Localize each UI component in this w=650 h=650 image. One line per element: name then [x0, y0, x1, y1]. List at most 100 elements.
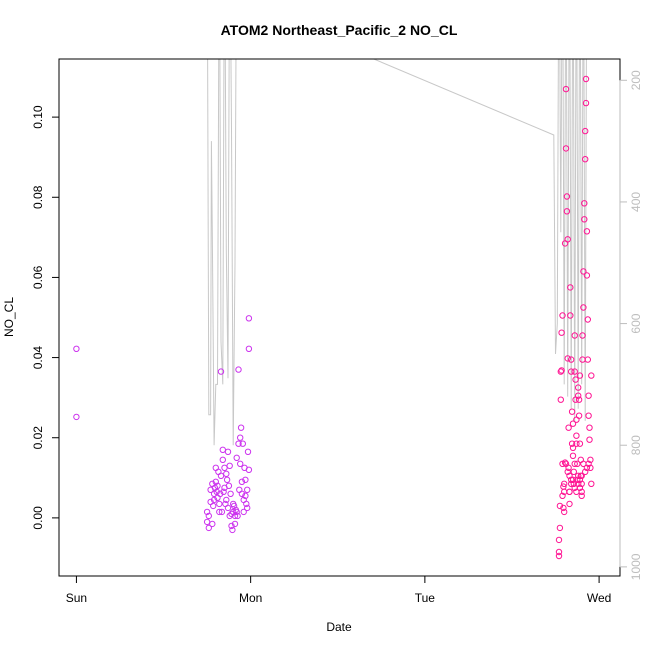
x-axis-label: Date — [326, 620, 352, 634]
data-point — [585, 392, 592, 399]
data-point — [229, 526, 236, 534]
data-point — [561, 480, 568, 487]
data-point — [209, 520, 216, 528]
data-point — [576, 440, 584, 447]
data-point — [217, 368, 225, 375]
data-point — [211, 484, 219, 491]
data-point — [575, 392, 582, 399]
data-point — [568, 476, 575, 483]
data-point — [561, 508, 568, 516]
data-point — [212, 478, 220, 485]
data-point — [220, 488, 227, 495]
data-point — [586, 436, 593, 443]
data-point — [232, 506, 240, 514]
data-point — [584, 316, 591, 323]
data-point — [569, 476, 577, 483]
data-point — [562, 85, 570, 93]
data-point — [558, 329, 565, 336]
data-point — [565, 424, 572, 431]
data-point — [203, 518, 211, 526]
data-point — [73, 413, 80, 421]
data-point — [226, 462, 233, 469]
chart-title: ATOM2 Northeast_Pacific_2 NO_CL — [221, 22, 458, 38]
data-point — [559, 492, 566, 499]
data-point — [230, 502, 238, 510]
data-point — [562, 145, 570, 152]
data-point — [582, 156, 589, 163]
data-point — [233, 454, 240, 461]
data-point — [219, 456, 227, 463]
data-point — [563, 193, 571, 200]
data-point — [567, 284, 574, 291]
data-point — [567, 312, 574, 319]
y2-tick-label: 200 — [629, 70, 643, 90]
data-point — [573, 488, 580, 495]
data-point — [205, 512, 213, 520]
data-point — [242, 476, 249, 483]
x-tick-label: Mon — [239, 591, 262, 605]
data-point — [575, 384, 582, 391]
data-point — [215, 468, 222, 475]
data-point — [556, 502, 564, 510]
data-point — [582, 468, 589, 475]
data-point — [571, 460, 578, 467]
data-point — [203, 508, 211, 516]
y2-tick-label: 1000 — [629, 553, 643, 580]
data-point — [237, 424, 245, 431]
data-point — [242, 492, 249, 499]
y-tick-label: 0.06 — [31, 265, 45, 289]
y2-tick-label: 600 — [629, 313, 643, 333]
data-point — [234, 512, 241, 520]
data-point — [231, 520, 239, 528]
data-point — [564, 355, 571, 362]
data-point — [216, 500, 223, 508]
data-point — [581, 216, 588, 223]
data-point — [588, 372, 595, 379]
data-point — [563, 208, 571, 215]
data-point — [584, 356, 591, 363]
data-point — [223, 496, 230, 504]
data-point — [575, 412, 583, 419]
data-point — [571, 332, 578, 339]
data-point — [569, 420, 577, 427]
data-point — [227, 490, 234, 497]
data-point — [237, 434, 244, 441]
data-point — [559, 312, 566, 319]
data-point — [228, 522, 235, 530]
data-point — [587, 456, 594, 463]
data-point — [218, 508, 226, 516]
data-point — [588, 480, 595, 487]
data-point — [579, 332, 586, 339]
data-point — [238, 478, 246, 485]
data-point — [574, 476, 581, 483]
data-point — [572, 376, 579, 383]
data-point — [217, 490, 224, 497]
data-point — [583, 228, 591, 235]
data-point — [573, 432, 580, 439]
data-point — [222, 500, 229, 508]
data-point — [231, 512, 239, 520]
data-point — [557, 368, 564, 375]
plot-frame — [58, 58, 621, 577]
y-tick-label: 0.00 — [31, 506, 45, 530]
data-point — [568, 356, 575, 363]
data-point — [585, 412, 592, 419]
data-point — [73, 345, 80, 352]
data-point — [221, 464, 228, 471]
data-point — [210, 496, 218, 504]
data-point — [585, 460, 592, 467]
data-point — [210, 502, 217, 510]
altitude-line — [207, 59, 587, 446]
data-point — [578, 492, 585, 499]
data-point — [568, 480, 575, 487]
data-point — [575, 472, 582, 479]
data-point — [573, 440, 580, 447]
y-tick-label: 0.10 — [31, 105, 45, 129]
data-point — [580, 268, 587, 275]
data-point — [576, 476, 584, 483]
points-layer — [73, 75, 595, 560]
data-point — [225, 482, 233, 489]
data-point — [555, 548, 563, 556]
data-point — [575, 480, 582, 487]
